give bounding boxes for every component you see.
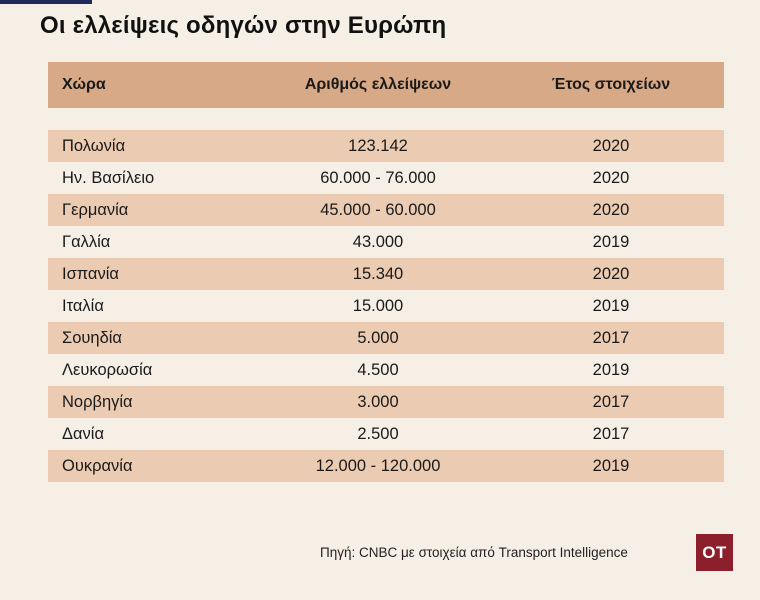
table-row: Ουκρανία 12.000 - 120.000 2019 xyxy=(48,450,724,482)
cell-country: Λευκορωσία xyxy=(62,360,153,379)
table-row: Ισπανία 15.340 2020 xyxy=(48,258,724,290)
cell-country: Ην. Βασίλειο xyxy=(62,168,155,187)
table-row: Γαλλία 43.000 2019 xyxy=(48,226,724,258)
cell-shortage: 45.000 - 60.000 xyxy=(320,200,436,219)
table-row: Πολωνία 123.142 2020 xyxy=(48,130,724,162)
cell-year: 2017 xyxy=(592,392,630,411)
cell-country: Ουκρανία xyxy=(62,456,133,475)
header-year: Έτος στοιχείων xyxy=(551,76,671,93)
source-note: Πηγή: CNBC με στοιχεία από Transport Int… xyxy=(320,545,628,560)
cell-shortage: 2.500 xyxy=(357,424,399,443)
header-shortage: Αριθμός ελλείψεων xyxy=(304,76,452,93)
cell-year: 2020 xyxy=(592,200,630,219)
ot-logo: OT xyxy=(696,534,733,571)
table-body: Πολωνία 123.142 2020 Ην. Βασίλειο 60.000 - 7… xyxy=(48,130,724,482)
data-table: Χώρα Αριθμός ελλείψεων Έτος στοιχείων Πο… xyxy=(48,62,724,482)
cell-country: Γερμανία xyxy=(62,200,129,219)
cell-year: 2020 xyxy=(592,168,630,187)
cell-year: 2017 xyxy=(592,328,630,347)
table-row: Γερμανία 45.000 - 60.000 2020 xyxy=(48,194,724,226)
table-row: Νορβηγία 3.000 2017 xyxy=(48,386,724,418)
table-header: Χώρα Αριθμός ελλείψεων Έτος στοιχείων xyxy=(48,62,724,108)
table-row: Δανία 2.500 2017 xyxy=(48,418,724,450)
cell-shortage: 15.340 xyxy=(352,264,404,283)
cell-year: 2019 xyxy=(592,296,630,315)
cell-shortage: 5.000 xyxy=(357,328,399,347)
cell-year: 2017 xyxy=(592,424,630,443)
cell-shortage: 43.000 xyxy=(352,232,404,251)
cell-country: Δανία xyxy=(62,424,105,443)
cell-shortage: 60.000 - 76.000 xyxy=(320,168,436,187)
table-row: Ην. Βασίλειο 60.000 - 76.000 2020 xyxy=(48,162,724,194)
cell-year: 2019 xyxy=(592,360,630,379)
table-row: Λευκορωσία 4.500 2019 xyxy=(48,354,724,386)
header-spacer xyxy=(48,108,724,130)
cell-shortage: 12.000 - 120.000 xyxy=(315,456,441,475)
cell-country: Πολωνία xyxy=(62,136,126,155)
header-country: Χώρα xyxy=(62,76,106,93)
cell-shortage: 4.500 xyxy=(357,360,399,379)
top-accent-bar xyxy=(0,0,92,4)
cell-country: Νορβηγία xyxy=(62,392,133,411)
cell-year: 2020 xyxy=(592,264,630,283)
cell-year: 2019 xyxy=(592,232,630,251)
cell-country: Ιταλία xyxy=(62,296,104,315)
table-row: Ιταλία 15.000 2019 xyxy=(48,290,724,322)
cell-shortage: 3.000 xyxy=(357,392,399,411)
cell-shortage: 123.142 xyxy=(348,136,408,155)
cell-country: Σουηδία xyxy=(62,328,122,347)
cell-year: 2019 xyxy=(592,456,630,475)
page-title: Οι ελλείψεις οδηγών στην Ευρώπη xyxy=(40,12,447,39)
cell-country: Ισπανία xyxy=(62,264,119,283)
table-row: Σουηδία 5.000 2017 xyxy=(48,322,724,354)
cell-country: Γαλλία xyxy=(62,232,111,251)
cell-year: 2020 xyxy=(592,136,630,155)
cell-shortage: 15.000 xyxy=(352,296,404,315)
